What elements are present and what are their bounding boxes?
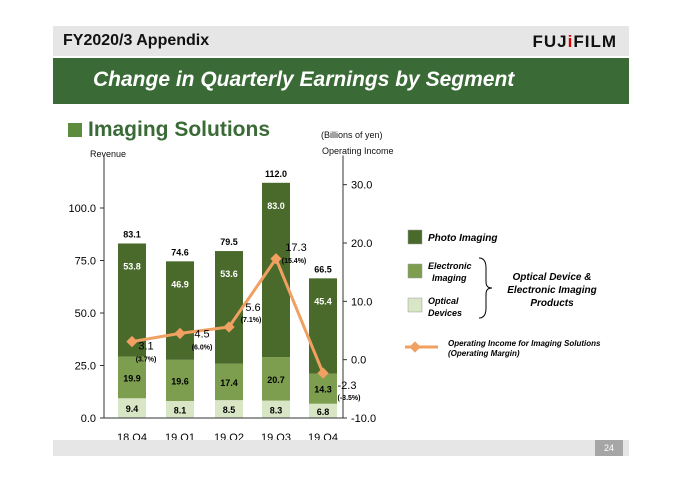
bar-value-label: 83.0 (267, 201, 285, 211)
title-banner: Change in Quarterly Earnings by Segment (53, 58, 629, 104)
line-margin-label: (6.0%) (192, 344, 213, 351)
bar-value-label: 8.5 (223, 405, 236, 415)
line-layer: 3.1 (3.7%) 4.5 (6.0%) 5.6 (7.1%) 17.3 (15.4%) -2… (126, 242, 360, 402)
fujifilm-logo: FUJiFILM (532, 32, 617, 51)
bar-value-label: 53.8 (123, 261, 141, 271)
right-tick-label: 30.0 (351, 180, 372, 192)
bar-value-label: 46.9 (171, 279, 189, 289)
line-value-label: -2.3 (338, 380, 357, 392)
left-axis-label: Revenue (90, 149, 127, 159)
bar-value-label: 17.4 (220, 378, 238, 388)
segment-title: Imaging Solutions (88, 118, 270, 141)
top-bar: FY2020/3 Appendix FUJiFILM (53, 26, 629, 56)
bar-value-label: 14.3 (314, 385, 332, 395)
line-margin-label: (-3.5%) (338, 395, 361, 402)
line-value-label: 5.6 (245, 302, 260, 314)
bar-segment (215, 400, 243, 418)
bar-value-label: 8.1 (174, 405, 187, 415)
bar-total-label: 66.5 (314, 264, 332, 274)
line-point (270, 253, 282, 265)
bar-value-label: 19.9 (123, 373, 141, 383)
bar-total-label: 74.6 (171, 247, 189, 257)
bar-segment (215, 251, 243, 364)
line-point (317, 367, 329, 379)
legend-line-label: Operating Income for Imaging Solutions (448, 339, 601, 348)
bar-value-label: 9.4 (126, 404, 139, 414)
line-margin-label: (15.4%) (282, 258, 307, 265)
legend-swatch (407, 263, 423, 279)
line-value-label: 17.3 (285, 242, 306, 254)
line-point (174, 327, 186, 340)
bar-segment (309, 403, 337, 418)
legend-group-label: Electronic Imaging (507, 285, 596, 296)
bar-layer: 9.4 19.9 53.8 83.1 8.1 19.6 46.9 74.6 8.5 17.4 53.… (118, 169, 337, 418)
bar-segment (262, 357, 290, 401)
bar-total-label: 83.1 (123, 229, 141, 239)
bar-segment (118, 356, 146, 399)
bar-segment (166, 400, 194, 418)
bar-total-label: 112.0 (265, 169, 287, 179)
bar-segment (215, 363, 243, 401)
bar-total-label: 79.5 (220, 237, 238, 247)
legend-group-label: Products (530, 298, 574, 309)
line-point (223, 321, 235, 333)
left-tick-label: 0.0 (81, 413, 96, 425)
bar-value-label: 8.3 (270, 405, 283, 415)
legend-optical-label: Devices (428, 308, 462, 318)
right-tick-label: 10.0 (351, 296, 372, 308)
axis-layer: 18.Q4 19.Q1 19.Q2 19.Q3 19.Q40.025.050.075.0… (68, 155, 376, 444)
legend-brace (478, 257, 493, 319)
bar-value-label: 6.8 (317, 407, 330, 417)
line-margin-label: (3.7%) (136, 357, 157, 364)
left-tick-label: 50.0 (75, 308, 96, 320)
bar-value-label: 19.6 (171, 376, 189, 386)
legend-line-marker (409, 341, 421, 353)
right-axis-label: Operating Income (322, 146, 394, 156)
legend-optical-label: Optical (428, 296, 459, 306)
bar-segment (309, 278, 337, 374)
right-tick-label: -10.0 (351, 413, 376, 425)
legend-photo-label: Photo Imaging (428, 233, 497, 244)
bar-value-label: 53.6 (220, 269, 238, 279)
bar-value-label: 20.7 (267, 375, 285, 385)
legend-swatch (407, 229, 423, 245)
legend-layer: Photo Imaging Electronic Imaging Optical Dev… (405, 229, 601, 358)
segment-bullet-icon (68, 123, 82, 137)
left-tick-label: 75.0 (75, 256, 96, 268)
bar-segment (262, 400, 290, 418)
bar-value-label: 45.4 (314, 296, 332, 306)
segment-heading: Imaging Solutions (68, 118, 270, 142)
legend-swatch (407, 297, 423, 313)
page-title: Change in Quarterly Earnings by Segment (93, 68, 515, 91)
legend-electronic-label: Imaging (432, 273, 467, 283)
legend-line-label: (Operating Margin) (448, 349, 520, 358)
line-value-label: 3.1 (138, 341, 153, 353)
line-margin-label: (7.1%) (241, 317, 262, 324)
legend-electronic-label: Electronic (428, 261, 472, 271)
bar-segment (118, 398, 146, 418)
page-number: 24 (595, 440, 623, 456)
appendix-label: FY2020/3 Appendix (63, 32, 210, 49)
left-tick-label: 100.0 (68, 203, 96, 215)
right-tick-label: 20.0 (351, 238, 372, 250)
footer-bar: 24 (53, 440, 629, 456)
bar-segment (166, 261, 194, 360)
right-tick-label: 0.0 (351, 355, 366, 367)
line-value-label: 4.5 (194, 328, 209, 340)
left-tick-label: 25.0 (75, 361, 96, 373)
units-label: (Billions of yen) (321, 130, 383, 140)
bar-segment (166, 359, 194, 401)
legend-group-label: Optical Device & (513, 272, 592, 283)
